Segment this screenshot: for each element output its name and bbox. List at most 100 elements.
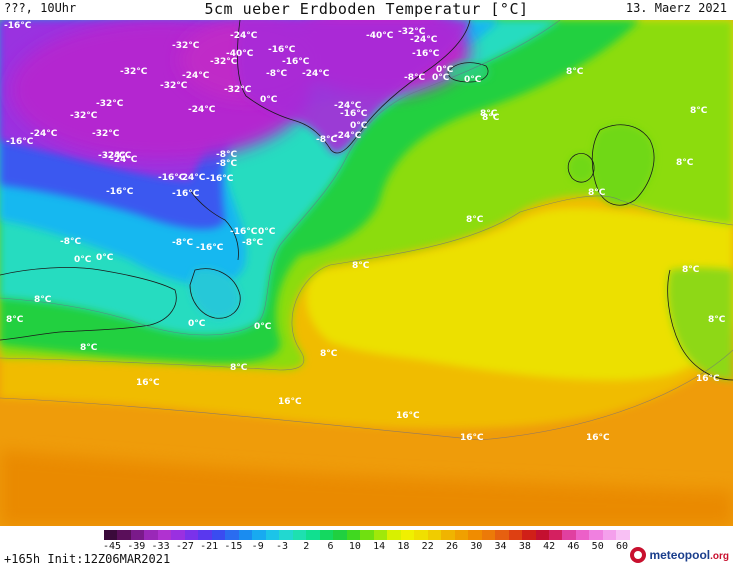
- temperature-colorbar: [104, 530, 630, 540]
- temperature-label: 8°C: [566, 67, 584, 77]
- temperature-label: -16°C: [158, 173, 186, 183]
- temperature-label: -32°C: [160, 81, 188, 91]
- colorbar-segment: [522, 530, 536, 540]
- colorbar-tick-label: -39: [127, 541, 146, 552]
- coastlines: [0, 20, 733, 381]
- temperature-label: -24°C: [30, 129, 58, 139]
- colorbar-segment: [157, 530, 172, 540]
- colorbar-tick-label: 14: [373, 541, 386, 552]
- colorbar-segment: [427, 530, 442, 540]
- colorbar-tick-label: 30: [470, 541, 483, 552]
- temperature-label: 16°C: [396, 411, 420, 421]
- isotherms: [0, 20, 733, 441]
- coast-labrador: [189, 189, 239, 261]
- colorbar-segment: [454, 530, 469, 540]
- colorbar-tick-label: 6: [327, 541, 334, 552]
- brand-tld: .org: [710, 551, 729, 562]
- temperature-label: 8°C: [690, 106, 708, 116]
- temperature-label: -24°C: [110, 155, 138, 165]
- map-labels: -16°C-32°C-32°C-24°C-24°C-40°C-32°C-16°C…: [4, 21, 726, 443]
- colorbar-tick-label: -15: [224, 541, 243, 552]
- temperature-label: -32°C: [172, 41, 200, 51]
- temperature-label: -24°C: [188, 105, 216, 115]
- ireland: [568, 153, 595, 183]
- colorbar-segment: [589, 530, 603, 540]
- colorbar-segment: [319, 530, 334, 540]
- temperature-label: -16°C: [172, 189, 200, 199]
- colorbar-tick-label: -3: [275, 541, 289, 552]
- temperature-label: -32°C: [210, 57, 238, 67]
- coast-ireland: [567, 153, 595, 183]
- temperature-label: 0°C: [464, 75, 482, 85]
- temperature-label: -32°C: [92, 129, 120, 139]
- temperature-label: 0°C: [350, 121, 368, 131]
- temperature-label: -32°C: [224, 85, 252, 95]
- colorbar-segment: [400, 530, 415, 540]
- colorbar-segment: [360, 530, 374, 540]
- map-canvas: -16°C-32°C-32°C-24°C-24°C-40°C-32°C-16°C…: [0, 20, 733, 526]
- temperature-label: 8°C: [34, 295, 52, 305]
- temperature-label: -24°C: [104, 151, 132, 161]
- colorbar-tick-label: 34: [494, 541, 507, 552]
- model-run-info: +165h Init:12Z06MAR2021: [4, 552, 171, 566]
- brand-name: meteopool: [649, 548, 711, 562]
- coast-uk: [591, 124, 655, 206]
- colorbar-segment: [306, 530, 320, 540]
- temperature-label: 16°C: [586, 433, 610, 443]
- temperature-label: -32°C: [70, 111, 98, 121]
- temperature-label: -32°C: [398, 27, 426, 37]
- temperature-label: 8°C: [320, 349, 338, 359]
- newfoundland: [190, 268, 241, 319]
- colorbar-segment: [387, 530, 401, 540]
- coast-greenland: [237, 20, 471, 154]
- greenland: [236, 20, 470, 154]
- temperature-label: 0°C: [74, 255, 92, 265]
- temperature-label: 16°C: [696, 374, 720, 384]
- temperature-label: 8°C: [466, 215, 484, 225]
- coast-newfoundland: [189, 268, 241, 319]
- colorbar-segment: [535, 530, 549, 540]
- temperature-label: -16°C: [412, 49, 440, 59]
- colorbar-segment: [548, 530, 563, 540]
- colorbar-tick-label: -45: [102, 541, 122, 552]
- temperature-label: 0°C: [96, 253, 114, 263]
- coast-iberia: [667, 269, 733, 381]
- colorbar-segment: [373, 530, 388, 540]
- temperature-label: 0°C: [260, 95, 278, 105]
- temperature-label: -8°C: [216, 150, 237, 160]
- temperature-label: 8°C: [6, 315, 24, 325]
- temperature-label: -24°C: [334, 101, 362, 111]
- colorbar-segment: [441, 530, 455, 540]
- temperature-label: -24°C: [334, 131, 362, 141]
- colorbar-segment: [117, 530, 131, 540]
- coast-iceland: [447, 62, 489, 83]
- colorbar-segment: [130, 530, 145, 540]
- temperature-label: 16°C: [460, 433, 484, 443]
- temperature-label: 16°C: [136, 378, 160, 388]
- band-orange-deep: [0, 450, 733, 526]
- colorbar-tick-label: 10: [348, 541, 361, 552]
- colorbar-tick-label: 50: [591, 541, 604, 552]
- temperature-label: -8°C: [266, 69, 287, 79]
- temperature-label: -16°C: [106, 187, 134, 197]
- temperature-label: -24°C: [302, 69, 330, 79]
- temperature-label: 8°C: [682, 265, 700, 275]
- temperature-label: -32°C: [98, 151, 126, 161]
- temperature-label: -24°C: [182, 71, 210, 81]
- colorbar-segment: [346, 530, 361, 540]
- temperature-label: 8°C: [352, 261, 370, 271]
- temperature-label: -32°C: [96, 99, 124, 109]
- colorbar-tick-label: 46: [567, 541, 580, 552]
- colorbar-segment: [468, 530, 482, 540]
- footer: -45 -39 -33 -27 -21 -15 -9 -3 2 6 10 14 18 22 26 30 34 38…: [0, 526, 733, 566]
- colorbar-segment: [104, 530, 118, 540]
- colorbar-segment: [481, 530, 496, 540]
- colorbar-segment: [333, 530, 347, 540]
- meteopool-brand[interactable]: meteopool.org: [630, 546, 729, 564]
- colorbar-ticks: -45 -39 -33 -27 -21 -15 -9 -3 2 6 10 14 18 22 26 30 34 38…: [102, 541, 630, 553]
- colorbar-segment: [144, 530, 158, 540]
- colorbar-tick-label: 60: [615, 541, 629, 552]
- colorbar-segment: [495, 530, 509, 540]
- colorbar-tick-label: -33: [151, 541, 170, 552]
- temperature-label: -32°C: [120, 67, 148, 77]
